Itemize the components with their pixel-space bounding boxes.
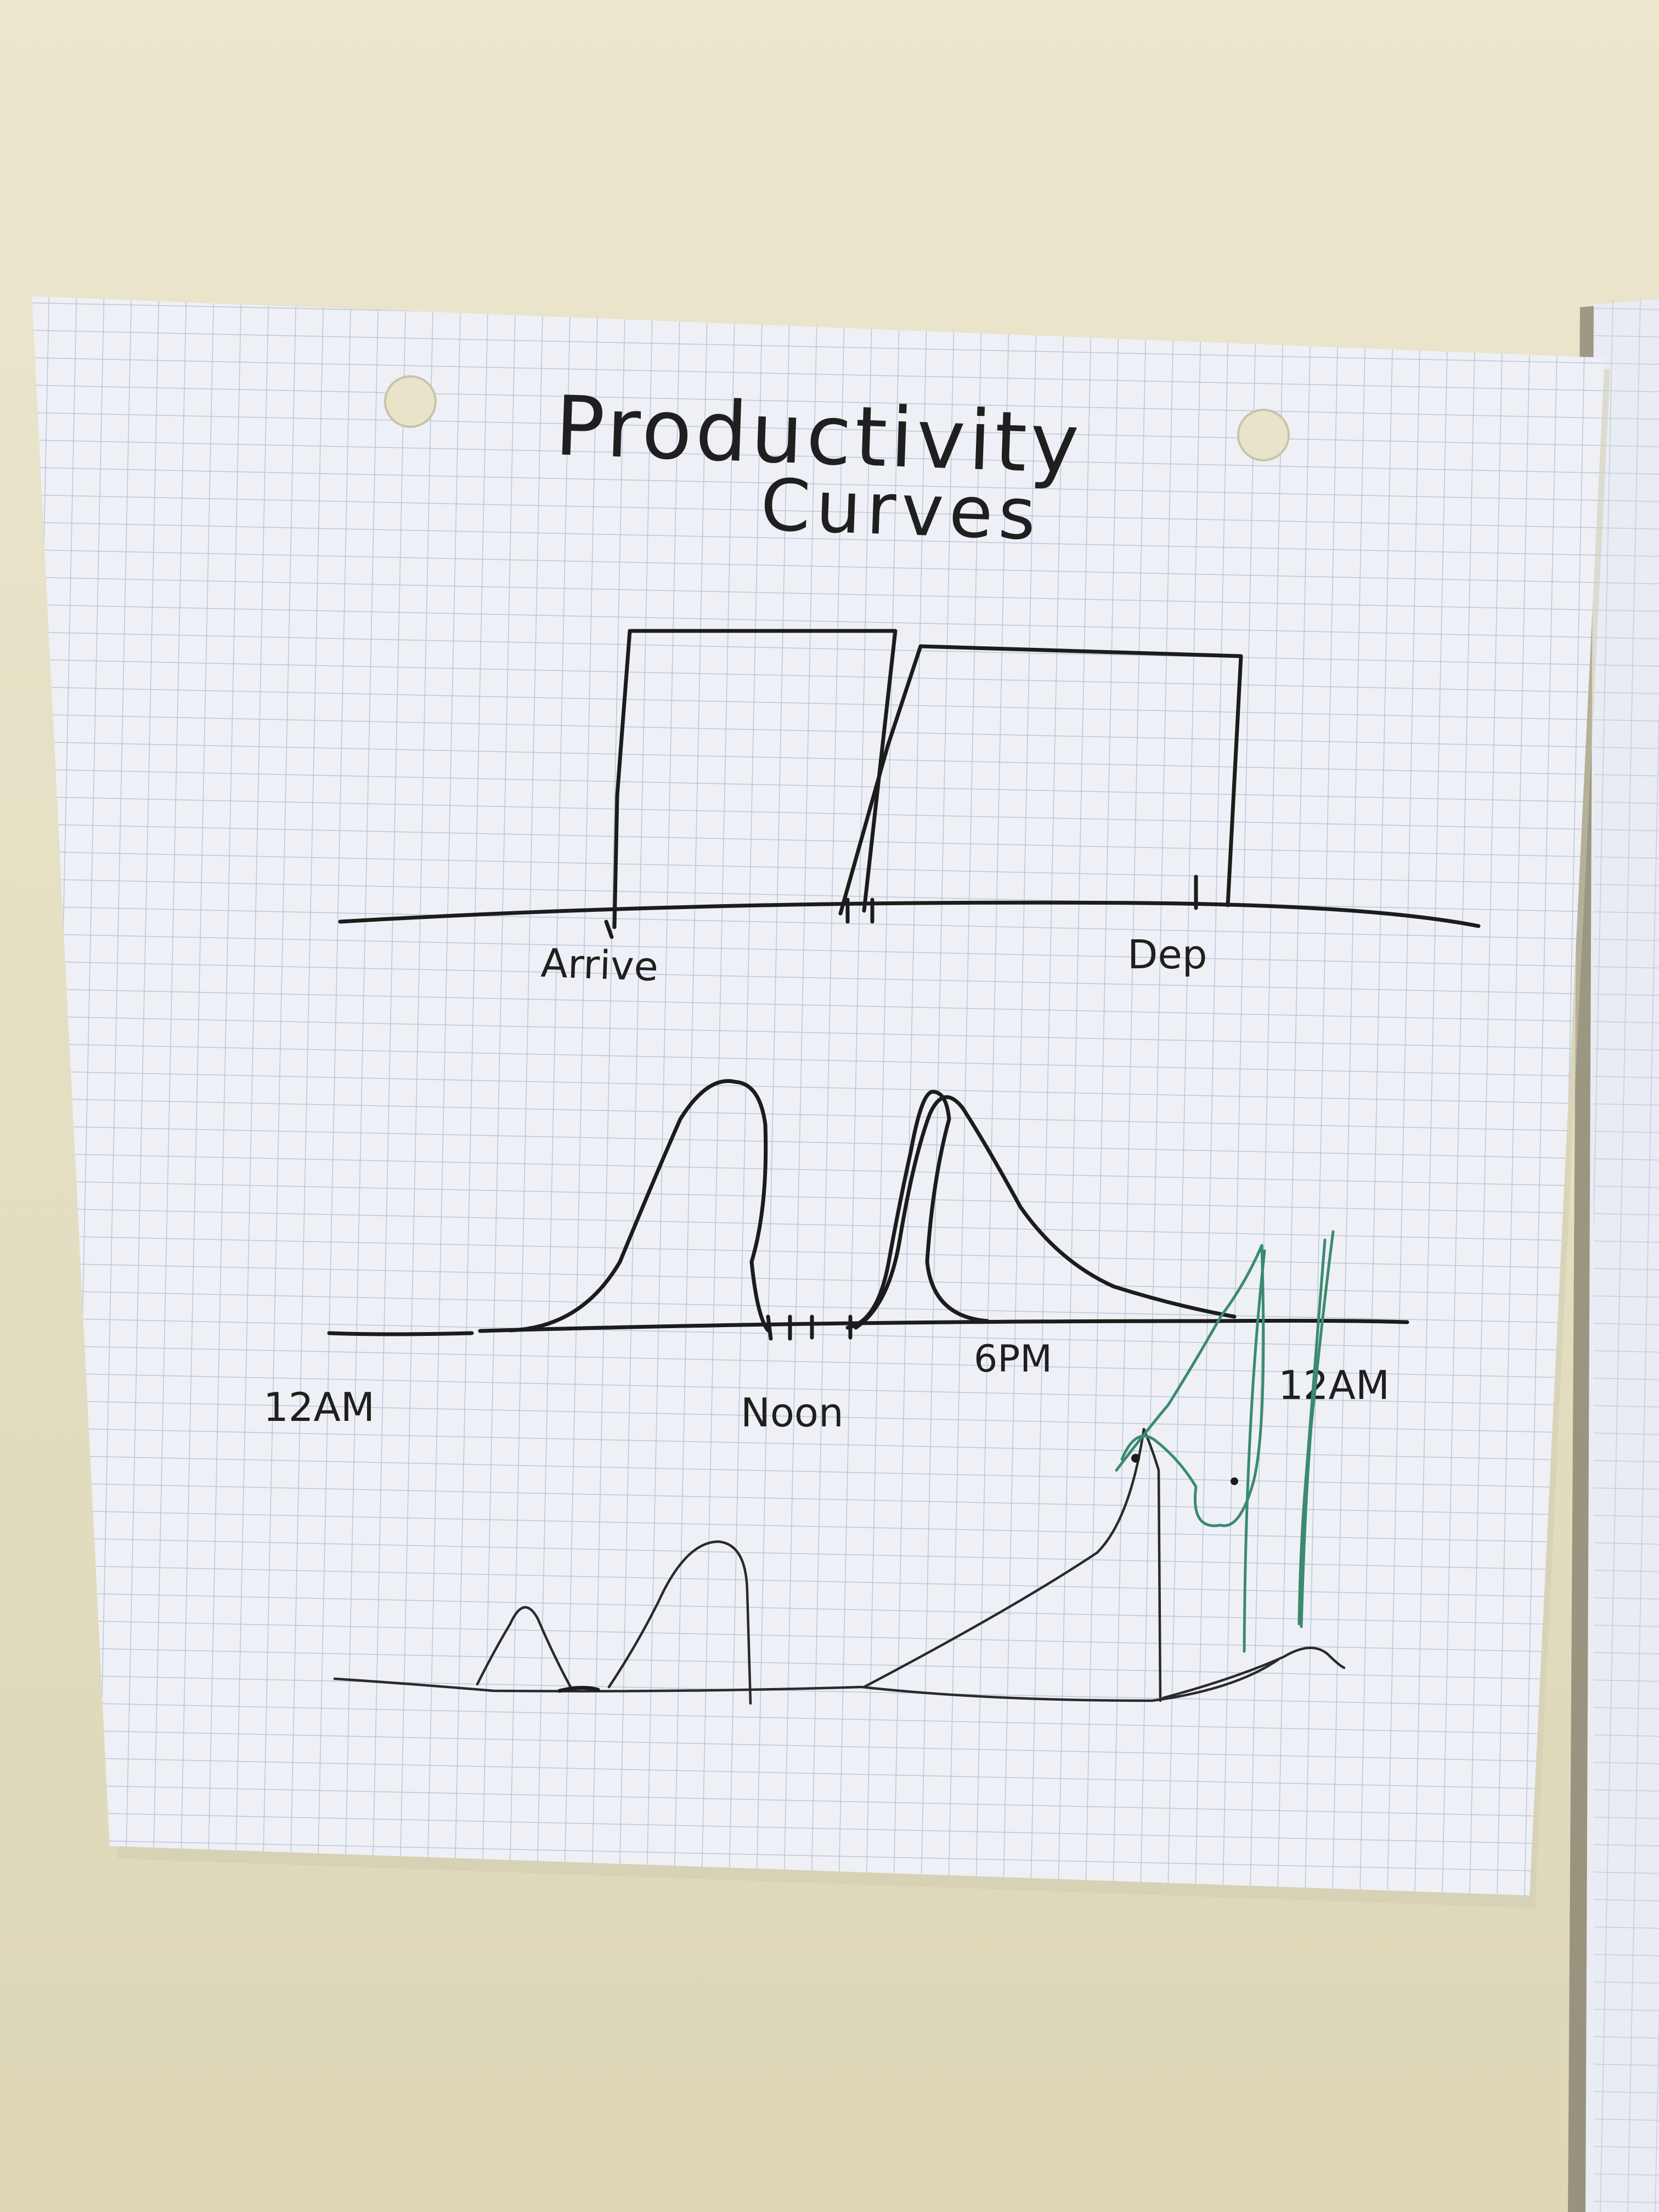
chart2-peak-morning <box>508 1079 770 1333</box>
chart1-label-dep: Dep <box>1127 932 1207 978</box>
chart3-green-curve-d <box>1297 1238 1327 1626</box>
note-title-line2: Curves <box>759 463 1042 556</box>
chart3-ramp <box>862 1427 1146 1689</box>
chart3-green-curve-a <box>1115 1244 1265 1527</box>
chart2-label-noon: Noon <box>741 1390 844 1436</box>
chart1-tick-mid <box>845 898 874 924</box>
chart2-peak-afternoon-a <box>845 1090 990 1330</box>
chart1-block-afternoon <box>838 644 1243 916</box>
adjacent-paper <box>1568 299 1659 2212</box>
chart1-baseline <box>338 900 1481 928</box>
chart-work-blocks: Arrive Dep <box>338 629 1481 990</box>
chart1-label-arrive: Arrive <box>540 940 659 990</box>
note-title-line1: Productivity <box>554 379 1084 492</box>
chart2-ticks-noon <box>766 1314 853 1341</box>
chart3-green-curve-b <box>1243 1249 1266 1653</box>
graph-paper-sheet <box>32 296 1610 1908</box>
chart2-label-12am-left: 12AM <box>263 1384 375 1430</box>
chart3-ink-dot-a <box>1131 1454 1140 1463</box>
chart3-bump-small <box>476 1606 572 1689</box>
chart2-label-6pm: 6PM <box>974 1338 1052 1381</box>
chart1-tick-arrive <box>604 919 614 939</box>
chart3-bump-second <box>607 1540 752 1705</box>
chart2-label-12am-right: 12AM <box>1278 1362 1390 1408</box>
punch-hole-left <box>384 375 437 428</box>
chart3-ink-dot-b <box>1231 1477 1238 1485</box>
chart2-baseline <box>327 1318 1409 1336</box>
chart3-baseline <box>333 1658 1280 1702</box>
chart3-tail <box>1161 1646 1346 1700</box>
chart-daily-peaks: 12AM Noon 6PM 12AM <box>263 1079 1409 1436</box>
chart1-block-morning <box>612 629 898 929</box>
chart2-peak-afternoon-b <box>854 1095 1237 1330</box>
chart3-scribble <box>557 1685 600 1693</box>
punch-hole-right <box>1237 409 1290 461</box>
chart-evening-sketch <box>333 1230 1346 1705</box>
